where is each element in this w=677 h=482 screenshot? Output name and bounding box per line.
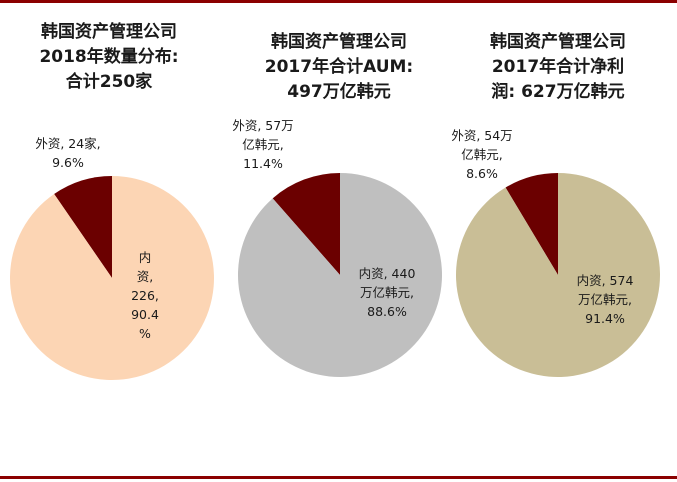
bottom-rule — [0, 476, 677, 479]
chart-1-title-line-3: 合计250家 — [65, 72, 153, 92]
chart-3-label-line: 91.4% — [585, 311, 625, 326]
chart-2-label-line: 88.6% — [367, 304, 407, 319]
chart-3-title-line-1: 韩国资产管理公司 — [490, 32, 626, 52]
chart-1-slice-domestic — [10, 176, 215, 381]
chart-2-title-line-1: 韩国资产管理公司 — [271, 32, 407, 52]
chart-1-title: 韩国资产管理公司 2018年数量分布: 合计250家 — [2, 20, 216, 95]
chart-2-label-domestic: 内资, 440 万亿韩元, 88.6% — [359, 266, 416, 319]
chart-3-label-line: 内资, 574 — [577, 273, 634, 288]
chart-2-title-line-2: 2017年合计AUM: — [264, 57, 414, 77]
chart-2-label-line: 万亿韩元, — [360, 285, 414, 300]
chart-2-title-line-3: 497万亿韩元 — [287, 82, 391, 102]
chart-3-title-line-3: 润: 627万亿韩元 — [491, 82, 625, 102]
chart-1-label-line: % — [139, 326, 151, 341]
chart-1-title-line-2: 2018年数量分布: — [39, 47, 179, 67]
top-rule — [0, 0, 677, 3]
chart-3-slice-foreign — [505, 173, 558, 275]
chart-1-title-line-1: 韩国资产管理公司 — [41, 22, 177, 42]
chart-1-label-line: 资, — [137, 269, 153, 284]
chart-1-label-domestic: 内资, 226, 90.4% — [131, 250, 159, 341]
chart-3-label-domestic: 内资, 574 万亿韩元, 91.4% — [577, 273, 634, 326]
chart-2-slice-domestic — [238, 173, 443, 377]
chart-1-label-line: 外资, 24家, — [35, 136, 100, 151]
chart-3-label-line: 万亿韩元, — [578, 292, 632, 307]
chart-2-label-line: 内资, 440 — [359, 266, 416, 281]
chart-3-label-line: 8.6% — [466, 166, 498, 181]
chart-1-slice-foreign — [54, 176, 112, 278]
chart-2-label-foreign: 外资, 57万亿韩元, 11.4% — [232, 118, 293, 171]
chart-2-title: 韩国资产管理公司 2017年合计AUM: 497万亿韩元 — [232, 30, 446, 105]
chart-1-label-foreign: 外资, 24家, 9.6% — [35, 136, 100, 170]
chart-1-label-line: 90.4 — [131, 307, 159, 322]
chart-3-title: 韩国资产管理公司 2017年合计净利 润: 627万亿韩元 — [451, 30, 665, 105]
chart-3-title-line-2: 2017年合计净利 — [491, 57, 625, 77]
chart-3-slice-domestic — [455, 173, 660, 378]
chart-2-label-line: 亿韩元, — [242, 137, 283, 152]
chart-1-label-line: 内 — [139, 250, 152, 265]
chart-3-label-line: 外资, 54万 — [451, 128, 512, 143]
chart-1-label-line: 226, — [131, 288, 159, 303]
chart-2-label-line: 外资, 57万 — [232, 118, 293, 133]
chart-2-slice-foreign — [272, 173, 340, 275]
chart-2-label-line: 11.4% — [243, 156, 283, 171]
chart-1-label-line: 9.6% — [52, 155, 84, 170]
chart-3-label-line: 亿韩元, — [461, 147, 502, 162]
chart-3-label-foreign: 外资, 54万亿韩元, 8.6% — [451, 128, 512, 181]
